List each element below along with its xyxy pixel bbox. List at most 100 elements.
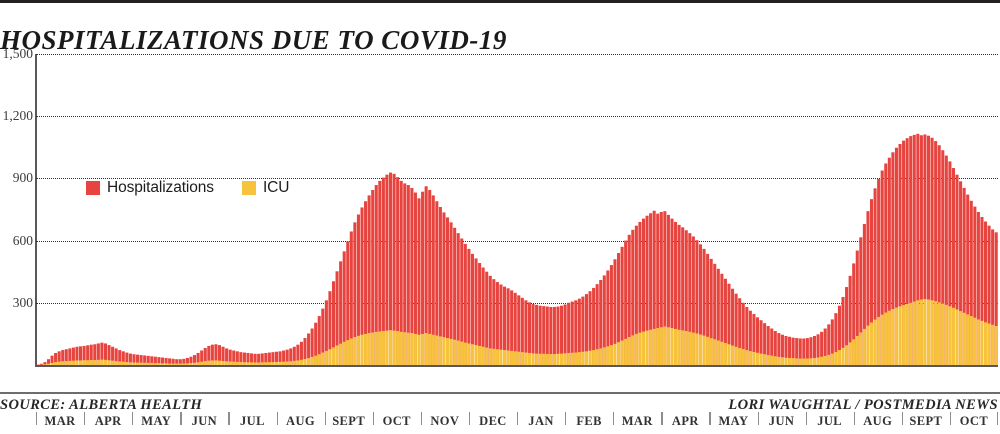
bar-icu [984, 322, 987, 365]
bar-icu [966, 314, 969, 365]
bar-icu [806, 359, 809, 365]
bar-icu [703, 336, 706, 365]
bar-icu [296, 360, 299, 365]
bar-icu [742, 349, 745, 365]
bar-icu [140, 363, 143, 365]
bar-icu [760, 354, 763, 365]
bar-icu [336, 346, 339, 365]
bar-icu [450, 339, 453, 365]
bar-icu [268, 362, 271, 365]
bar-icu [79, 360, 82, 365]
bar-icu [264, 362, 267, 365]
bar-icu [535, 354, 538, 365]
bar-icu [838, 350, 841, 365]
bar-icu [407, 333, 410, 365]
bar-icu [592, 350, 595, 365]
bar-icu [136, 363, 139, 365]
bar-icu [503, 350, 506, 365]
bar-icu [154, 363, 157, 365]
bar-icu [931, 300, 934, 365]
bar-icu [941, 304, 944, 365]
bar-icu [692, 333, 695, 365]
bar-icu [678, 330, 681, 365]
bar-icu [959, 311, 962, 365]
bar-icu [863, 329, 866, 365]
bar-icu [802, 359, 805, 365]
bar-icu [111, 361, 114, 365]
x-tick-label-19: OCT [960, 414, 988, 429]
bar-icu [410, 333, 413, 365]
bar-icu [667, 327, 670, 365]
x-tick-mark-14 [709, 412, 710, 425]
bar-icu [200, 362, 203, 365]
x-tick-label-7: OCT [383, 414, 411, 429]
bar-icu [870, 323, 873, 366]
bar-icu [175, 364, 178, 365]
bar-icu [763, 354, 766, 365]
bar-icu [364, 334, 367, 365]
legend-swatch-hospitalizations [86, 181, 100, 195]
bar-icu [453, 340, 456, 365]
bar-icu [646, 331, 649, 365]
bar-icu [642, 332, 645, 365]
bar-icu [649, 330, 652, 365]
bar-icu [460, 342, 463, 365]
bar-icu [332, 347, 335, 365]
bar-icu [51, 363, 54, 365]
bar-icu [239, 362, 242, 365]
bar-icu [988, 324, 991, 365]
bar-icu [859, 332, 862, 365]
bar-icu [421, 334, 424, 365]
bar-icu [510, 351, 513, 365]
bar-icu [318, 354, 321, 365]
bar-icu [916, 300, 919, 365]
y-tick-label-300: 300 [0, 295, 33, 311]
bar-icu [353, 337, 356, 365]
bar-icu [300, 360, 303, 365]
x-tick-mark-7 [373, 412, 374, 425]
bar-icu [143, 363, 146, 365]
bar-icu [403, 332, 406, 365]
bar-icu [681, 330, 684, 365]
bar-icu [656, 328, 659, 365]
bar-icu [952, 308, 955, 365]
bar-icu [425, 333, 428, 365]
bar-icu [638, 333, 641, 365]
bar-icu [752, 352, 755, 365]
bar-icu [246, 362, 249, 365]
x-tick-label-13: APR [672, 414, 699, 429]
bar-icu [553, 354, 556, 365]
bar-icu [254, 363, 257, 365]
bar-icu [104, 360, 107, 365]
bar-icu [895, 308, 898, 365]
bar-icu [564, 353, 567, 365]
bar-icu [877, 317, 880, 365]
bar-icu [856, 336, 859, 365]
bar-icu [165, 363, 168, 365]
bar-icu [799, 359, 802, 365]
x-tick-label-17: AUG [863, 414, 892, 429]
bar-icu [214, 360, 217, 365]
bar-icu [286, 361, 289, 365]
bar-icu [442, 337, 445, 365]
bar-icu [902, 305, 905, 365]
bar-icu [920, 299, 923, 365]
bar-icu [385, 331, 388, 365]
bar-icu [884, 313, 887, 365]
bar-icu [560, 354, 563, 365]
bar-icu [389, 330, 392, 365]
bar-icu [321, 353, 324, 365]
stacked-bar-series [36, 46, 998, 366]
bar-icu [157, 363, 160, 365]
bar-icu [72, 361, 75, 365]
x-tick-mark-8 [421, 412, 422, 425]
bar-icu [90, 360, 93, 365]
bar-icu [428, 334, 431, 365]
bar-icu [827, 355, 830, 365]
bar-icu [770, 356, 773, 365]
bar-icu [243, 362, 246, 365]
bar-icu [795, 358, 798, 365]
bar-icu [471, 344, 474, 365]
bar-icu [132, 363, 135, 365]
